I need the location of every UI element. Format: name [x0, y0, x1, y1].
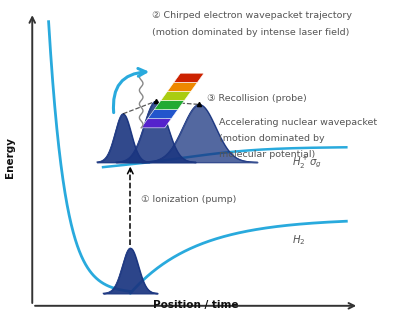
Polygon shape	[174, 73, 204, 82]
Polygon shape	[161, 91, 191, 100]
Text: Energy: Energy	[6, 137, 16, 178]
Text: (motion dominated by: (motion dominated by	[219, 134, 325, 143]
Text: $H_2$: $H_2$	[292, 233, 305, 247]
Text: ③ Recollision (probe): ③ Recollision (probe)	[206, 94, 306, 103]
Polygon shape	[167, 82, 198, 91]
Text: molecular potential): molecular potential)	[219, 150, 316, 159]
Text: ② Chirped electron wavepacket trajectory: ② Chirped electron wavepacket trajectory	[152, 11, 352, 20]
Text: (motion dominated by intense laser field): (motion dominated by intense laser field…	[152, 28, 350, 37]
Text: $H_2^+\sigma_g$: $H_2^+\sigma_g$	[292, 154, 322, 170]
Text: ① Ionization (pump): ① Ionization (pump)	[141, 195, 236, 204]
FancyArrowPatch shape	[114, 68, 146, 112]
Polygon shape	[141, 119, 171, 128]
Polygon shape	[154, 100, 184, 110]
Polygon shape	[148, 110, 178, 119]
Text: Position / time: Position / time	[153, 300, 238, 310]
Text: Accelerating nuclear wavepacket: Accelerating nuclear wavepacket	[219, 118, 377, 128]
